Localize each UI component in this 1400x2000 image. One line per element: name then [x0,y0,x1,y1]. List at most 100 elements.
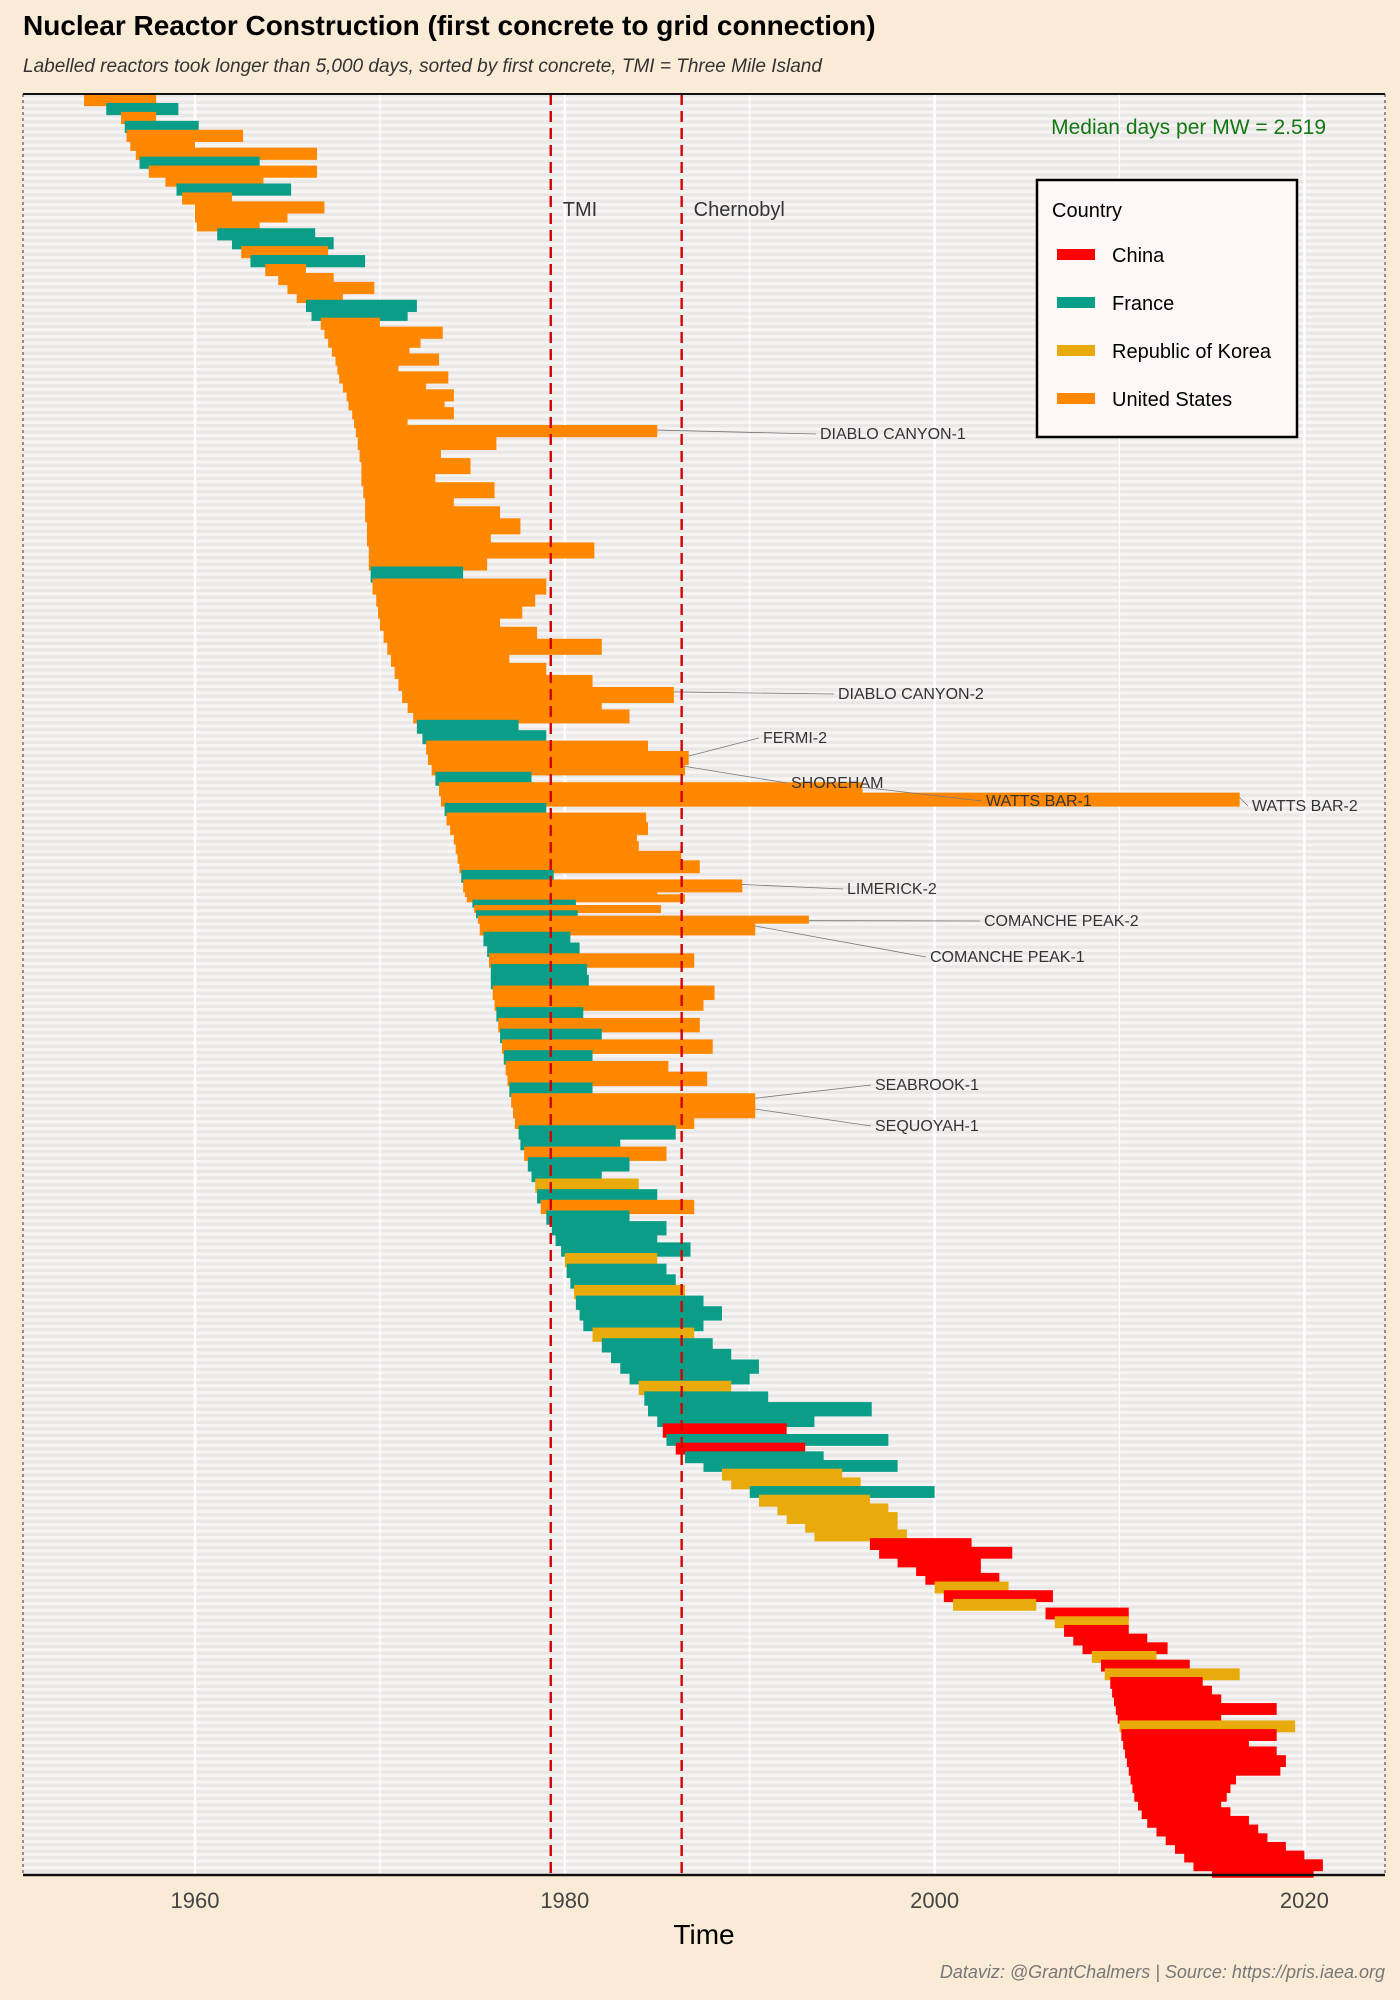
bar-c [1117,1711,1222,1724]
chart-caption: Dataviz: @GrantChalmers | Source: https:… [939,1962,1385,1982]
grid-stripe [23,674,1385,679]
grid-stripe [23,958,1385,962]
grid-stripe [23,153,1385,157]
grid-stripe [23,648,1385,652]
grid-stripe [23,668,1385,672]
grid-stripe [23,846,1385,850]
grid-stripe [23,872,1385,877]
grid-stripe [23,562,1385,566]
bar-u [366,518,521,535]
grid-stripe [23,1783,1385,1787]
grid-stripe [23,173,1385,177]
bar-u [464,889,658,897]
legend-label: France [1112,293,1174,315]
grid-stripe [23,1737,1385,1741]
bar-f [476,910,578,919]
bar-u [363,482,495,499]
reactor-label: DIABLO CANYON-1 [820,426,966,443]
grid-stripe [23,120,1385,124]
grid-stripe [23,1156,1385,1160]
bar-c [1110,1677,1203,1689]
grid-stripe [23,1532,1385,1537]
bar-u [357,434,497,451]
reactor-label: COMANCHE PEAK-1 [930,949,1085,966]
grid-stripe [23,892,1385,896]
grid-stripe [23,232,1385,236]
grid-stripe [23,127,1385,131]
grid-stripe [23,377,1385,382]
bar-c [916,1564,981,1577]
grid-stripe [23,773,1385,778]
grid-stripe [23,556,1385,560]
grid-stripe [23,311,1385,316]
bar-k [1104,1668,1240,1681]
grid-stripe [23,325,1385,329]
grid-stripe [23,1117,1385,1121]
grid-stripe [23,305,1385,309]
grid-stripe [23,1268,1385,1273]
grid-stripe [23,245,1385,250]
grid-stripe [23,569,1385,573]
grid-stripe [23,186,1385,190]
bar-c [1073,1633,1148,1646]
bar-c [925,1572,1000,1585]
grid-stripe [23,259,1385,263]
grid-stripe [23,1678,1385,1682]
grid-stripe [23,424,1385,428]
bar-u [477,915,809,924]
grid-stripe [23,912,1385,916]
grid-stripe [23,1004,1385,1009]
label-leader-line [742,884,844,890]
grid-stripe [23,272,1385,276]
grid-stripe [23,707,1385,712]
bar-u [359,446,441,463]
legend-swatch-c [1057,249,1095,260]
grid-stripe [23,1730,1385,1735]
label-leader-line [684,766,788,784]
grid-stripe [23,806,1385,811]
bar-k [953,1598,1037,1611]
bar-c [1134,1789,1227,1802]
event-label: TMI [563,199,597,221]
grid-stripe [23,1328,1385,1332]
grid-stripe [23,899,1385,903]
grid-stripe [23,1480,1385,1484]
grid-stripe [23,1790,1385,1794]
grid-stripe [23,734,1385,738]
grid-stripe [23,1519,1385,1523]
grid-stripe [23,113,1385,118]
label-leader-line [1239,797,1249,807]
bar-c [1165,1833,1268,1846]
grid-stripe [23,1123,1385,1127]
grid-stripe [23,212,1385,217]
label-leader-line [755,1108,872,1127]
grid-stripe [23,853,1385,857]
bar-c [869,1538,972,1551]
bar-c [1126,1755,1286,1768]
grid-stripe [23,397,1385,401]
grid-stripe [23,1579,1385,1583]
bar-c [1130,1772,1236,1785]
bar-f [749,1486,935,1498]
bar-c [1184,1850,1305,1863]
grid-stripe [23,1513,1385,1517]
grid-stripe [23,1493,1385,1497]
grid-stripe [23,859,1385,863]
bar-u [390,650,510,667]
grid-stripe [23,1196,1385,1200]
grid-stripe [23,833,1385,837]
chart-subtitle: Labelled reactors took longer than 5,000… [23,56,822,77]
bar-c [1141,1807,1231,1820]
grid-stripe [23,1757,1385,1761]
grid-stripe [23,1202,1385,1207]
legend-swatch-k [1057,345,1095,356]
grid-stripe [23,1605,1385,1609]
grid-stripe [23,417,1385,421]
bar-u [474,905,661,913]
grid-stripe [23,1183,1385,1187]
grid-stripe [23,1011,1385,1015]
grid-stripe [23,1697,1385,1702]
chart-title: Nuclear Reactor Construction (first conc… [23,10,876,41]
x-tick-label: 1980 [540,1888,589,1913]
bar-c [1137,1798,1222,1811]
